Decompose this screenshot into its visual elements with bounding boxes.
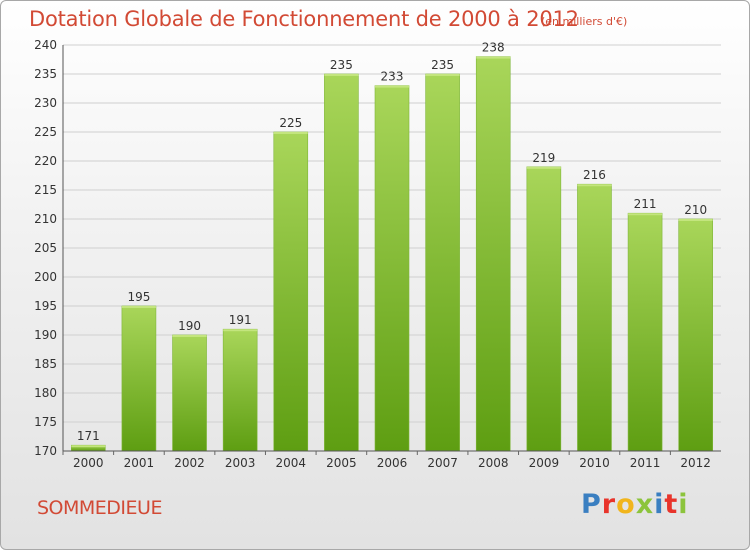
value-label: 233 bbox=[381, 70, 404, 84]
bar-2012 bbox=[678, 218, 713, 452]
y-tick-label: 190 bbox=[34, 328, 57, 342]
logo-letter: x bbox=[635, 489, 655, 520]
bar-highlight bbox=[375, 85, 409, 88]
value-label: 216 bbox=[583, 168, 606, 182]
bar-2008 bbox=[475, 56, 511, 452]
value-label: 235 bbox=[330, 58, 353, 72]
bar-2006 bbox=[374, 85, 410, 452]
x-tick-label: 2011 bbox=[630, 456, 661, 470]
x-tick-label: 2009 bbox=[529, 456, 560, 470]
logo-letter: t bbox=[664, 489, 679, 520]
value-label: 190 bbox=[178, 319, 201, 333]
value-label: 235 bbox=[431, 58, 454, 72]
logo-letter: i bbox=[678, 489, 689, 520]
x-tick-label: 2002 bbox=[174, 456, 205, 470]
bar-highlight bbox=[476, 56, 511, 59]
y-tick-labels: 170 175 180 185 190 195 200 205 210 215 220 225 230 2… bbox=[34, 38, 57, 458]
bar-2001 bbox=[121, 305, 157, 452]
value-labels: 171 195 190 191 225 235 233 235 238 219 216 211 210 bbox=[77, 41, 707, 444]
logo-letter: P bbox=[581, 489, 602, 520]
bar-highlight bbox=[273, 132, 308, 134]
x-tick-label: 2005 bbox=[326, 456, 357, 470]
value-label: 238 bbox=[482, 41, 505, 55]
y-tick-label: 175 bbox=[34, 415, 57, 429]
y-tick-label: 235 bbox=[34, 67, 57, 81]
logo-letter: i bbox=[654, 489, 665, 520]
x-tick-label: 2007 bbox=[427, 456, 458, 470]
bar-highlight bbox=[324, 74, 359, 76]
value-label: 219 bbox=[532, 151, 555, 165]
bar-2011 bbox=[627, 212, 663, 452]
bar-highlight bbox=[71, 445, 106, 448]
bar-highlight bbox=[425, 74, 460, 76]
bar-2003 bbox=[222, 328, 258, 452]
bar-highlight bbox=[628, 213, 663, 216]
x-tick-label: 2000 bbox=[73, 456, 104, 470]
y-tick-label: 220 bbox=[34, 154, 57, 168]
value-label: 211 bbox=[634, 197, 657, 211]
value-label: 191 bbox=[229, 313, 252, 327]
y-tick-label: 240 bbox=[34, 38, 57, 52]
x-tick-label: 2012 bbox=[680, 456, 711, 470]
y-tick-label: 200 bbox=[34, 270, 57, 284]
x-tick-labels: 2000 2001 2002 2003 2004 2005 2006 2007 2008 2009… bbox=[62, 451, 711, 470]
x-tick-label: 2003 bbox=[225, 456, 256, 470]
y-tick-label: 230 bbox=[34, 96, 57, 110]
bar-2007 bbox=[425, 73, 460, 452]
bar-highlight bbox=[121, 306, 156, 308]
commune-name: SOMMEDIEUE bbox=[37, 497, 162, 519]
x-tick-label: 2008 bbox=[478, 456, 509, 470]
bar-highlight bbox=[577, 184, 612, 187]
value-label: 195 bbox=[127, 290, 150, 304]
x-tick-label: 2004 bbox=[275, 456, 306, 470]
y-tick-label: 205 bbox=[34, 241, 57, 255]
value-label: 225 bbox=[279, 116, 302, 130]
y-tick-label: 210 bbox=[34, 212, 57, 226]
y-tick-label: 180 bbox=[34, 386, 57, 400]
bars bbox=[71, 56, 713, 452]
logo-letter: r bbox=[601, 489, 617, 520]
y-tick-label: 195 bbox=[34, 299, 57, 313]
y-tick-label: 185 bbox=[34, 357, 57, 371]
bar-2002 bbox=[172, 334, 207, 452]
y-tick-label: 215 bbox=[34, 183, 57, 197]
value-label: 210 bbox=[684, 203, 707, 217]
bar-2005 bbox=[324, 73, 359, 452]
value-label: 171 bbox=[77, 429, 100, 443]
proxiti-logo[interactable]: Proxiti bbox=[581, 489, 689, 520]
bar-highlight bbox=[526, 166, 561, 169]
chart-title: Dotation Globale de Fonctionnement de 20… bbox=[29, 7, 579, 31]
bar-highlight bbox=[678, 219, 713, 221]
y-tick-label: 170 bbox=[34, 444, 57, 458]
logo-letter: o bbox=[616, 489, 636, 520]
bar-highlight bbox=[172, 335, 207, 337]
axes bbox=[62, 45, 721, 452]
x-tick-label: 2006 bbox=[377, 456, 408, 470]
bar-2004 bbox=[273, 131, 309, 452]
x-tick-label: 2010 bbox=[579, 456, 610, 470]
bar-highlight bbox=[223, 329, 258, 332]
chart-subtitle: (en milliers d'€) bbox=[541, 15, 628, 28]
bar-2010 bbox=[577, 183, 612, 452]
y-tick-label: 225 bbox=[34, 125, 57, 139]
bar-2009 bbox=[526, 166, 562, 452]
x-tick-label: 2001 bbox=[124, 456, 155, 470]
